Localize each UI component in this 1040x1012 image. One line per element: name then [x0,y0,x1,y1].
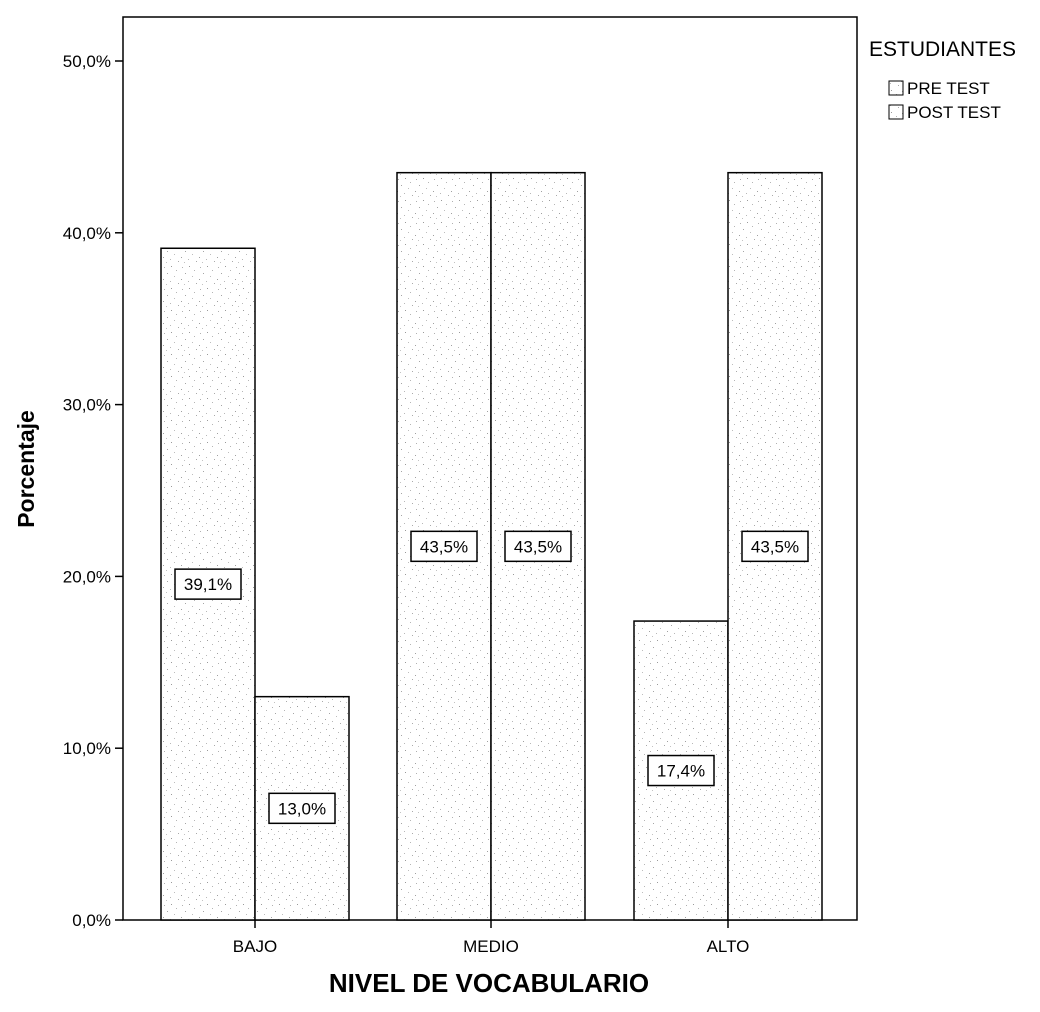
data-label-post-test-bajo: 13,0% [268,792,336,825]
legend-swatch-pre-test [888,80,904,96]
y-tick-label: 0,0% [72,911,111,930]
data-label-text: 43,5% [751,537,799,556]
data-label-pre-test-bajo: 39,1% [174,568,242,600]
data-label-box [268,792,336,825]
data-label-box [647,754,715,787]
x-tick-label-medio: MEDIO [463,937,519,956]
data-label-box [741,530,809,563]
data-label-text: 17,4% [657,762,705,781]
y-tick-label: 50,0% [63,52,111,71]
legend: ESTUDIANTES PRE TEST POST TEST [869,38,1016,122]
x-tick-label-alto: ALTO [707,937,750,956]
data-label-box [174,568,242,600]
data-label-text: 43,5% [514,537,562,556]
data-label-post-test-medio: 43,5% [504,530,572,563]
legend-label-post-test: POST TEST [907,103,1001,122]
data-label-text: 39,1% [184,575,232,594]
data-label-box [410,530,478,563]
y-tick-label: 10,0% [63,739,111,758]
data-label-box [504,530,572,563]
data-label-post-test-alto: 43,5% [741,530,809,563]
x-axis-title: NIVEL DE VOCABULARIO [329,968,649,998]
legend-swatch-post-test [888,104,904,120]
legend-title: ESTUDIANTES [869,38,1016,61]
data-label-text: 13,0% [278,799,326,818]
y-tick-label: 20,0% [63,567,111,586]
y-axis-title: Porcentaje [13,410,39,528]
y-tick-label: 40,0% [63,224,111,243]
x-tick-label-bajo: BAJO [233,937,277,956]
data-label-pre-test-alto: 17,4% [647,754,715,787]
y-tick-label: 30,0% [63,396,111,415]
data-label-text: 43,5% [420,537,468,556]
data-label-pre-test-medio: 43,5% [410,530,478,563]
legend-label-pre-test: PRE TEST [907,79,990,98]
